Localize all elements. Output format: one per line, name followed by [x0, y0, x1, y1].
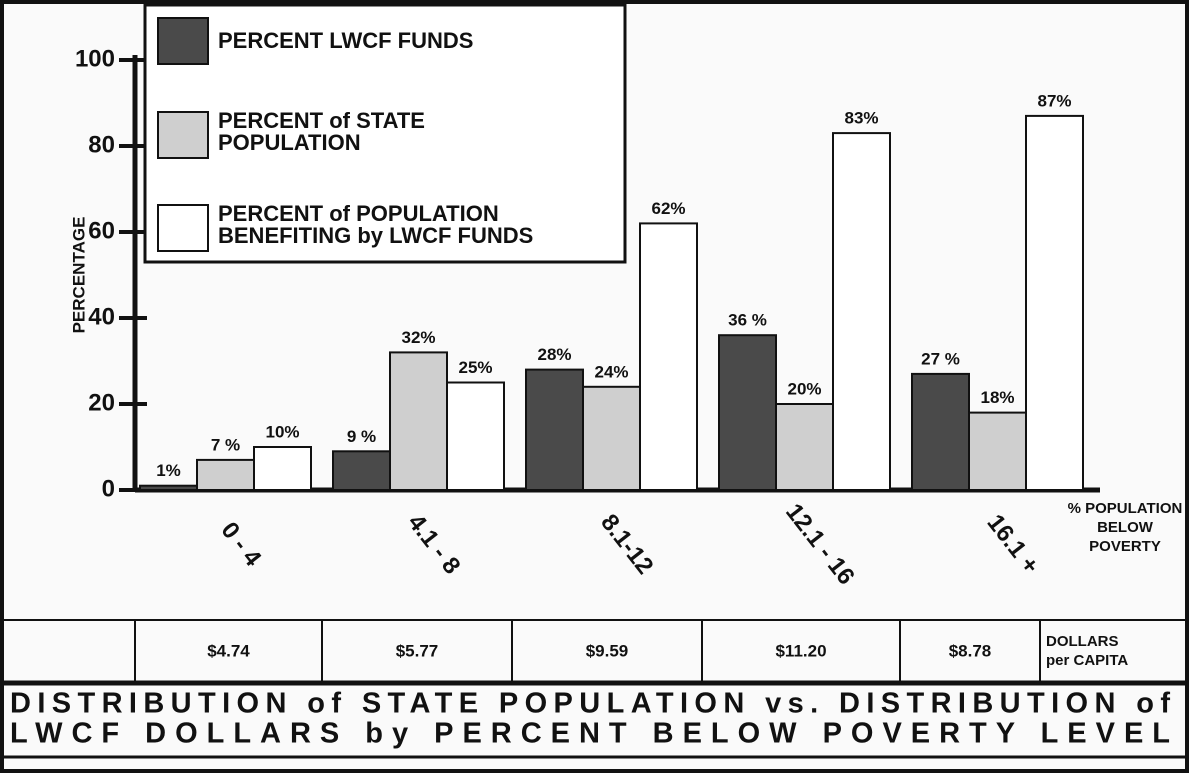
value-label: 9 %	[347, 427, 376, 446]
x-axis-label: BELOW	[1097, 519, 1154, 536]
value-label: 36 %	[728, 311, 767, 330]
legend-swatch	[157, 204, 209, 252]
value-label: 20%	[787, 379, 821, 398]
per-capita-value: $5.77	[396, 641, 439, 660]
value-label: 24%	[594, 362, 628, 381]
value-label: 32%	[401, 328, 435, 347]
legend-label: POPULATION	[218, 130, 361, 155]
value-label: 27 %	[921, 349, 960, 368]
x-axis-label: % POPULATION	[1068, 500, 1183, 517]
value-label: 62%	[651, 199, 685, 218]
legend-swatch	[157, 17, 209, 65]
bar	[832, 132, 891, 491]
y-tick-label: 40	[88, 303, 115, 330]
y-tick-label: 20	[88, 389, 115, 416]
per-capita-value: $4.74	[207, 641, 250, 660]
legend-box	[143, 3, 627, 264]
legend-label: PERCENT of STATE	[218, 108, 425, 133]
bar	[446, 381, 505, 491]
bar	[775, 403, 834, 491]
value-label: 83%	[844, 109, 878, 128]
chart-title: DISTRIBUTION of STATE POPULATION vs. DIS…	[10, 688, 1170, 720]
bar	[1025, 114, 1084, 492]
value-label: 7 %	[211, 435, 240, 454]
bar	[196, 458, 255, 491]
y-axis-label: PERCENTAGE	[69, 217, 88, 334]
value-label: 18%	[980, 388, 1014, 407]
x-axis-label: POVERTY	[1089, 538, 1161, 555]
value-label: 28%	[537, 345, 571, 364]
per-capita-value: $8.78	[949, 641, 992, 660]
value-label: 87%	[1037, 91, 1071, 110]
bar	[389, 351, 448, 491]
legend-swatch	[157, 111, 209, 159]
y-tick-label: 0	[102, 475, 115, 502]
bar	[139, 484, 198, 492]
bar	[911, 372, 970, 491]
bar	[718, 334, 777, 492]
y-tick-label: 80	[88, 131, 115, 158]
bar	[582, 385, 641, 491]
chart-title: LWCF DOLLARS by PERCENT BELOW POVERTY LE…	[10, 718, 1170, 750]
legend-label: PERCENT LWCF FUNDS	[218, 28, 473, 53]
value-label: 25%	[458, 358, 492, 377]
bar	[332, 450, 391, 491]
y-tick-label: 100	[75, 45, 115, 72]
per-capita-label: per CAPITA	[1046, 652, 1128, 669]
bar	[525, 368, 584, 492]
value-label: 1%	[156, 461, 181, 480]
bar	[968, 411, 1027, 492]
bar	[253, 446, 312, 491]
legend-label: BENEFITING by LWCF FUNDS	[218, 223, 533, 248]
y-tick-label: 60	[88, 217, 115, 244]
legend-label: PERCENT of POPULATION	[218, 201, 499, 226]
value-label: 10%	[265, 422, 299, 441]
per-capita-value: $11.20	[775, 641, 826, 660]
bar	[639, 222, 698, 491]
per-capita-label: DOLLARS	[1046, 633, 1119, 650]
per-capita-value: $9.59	[586, 641, 629, 660]
